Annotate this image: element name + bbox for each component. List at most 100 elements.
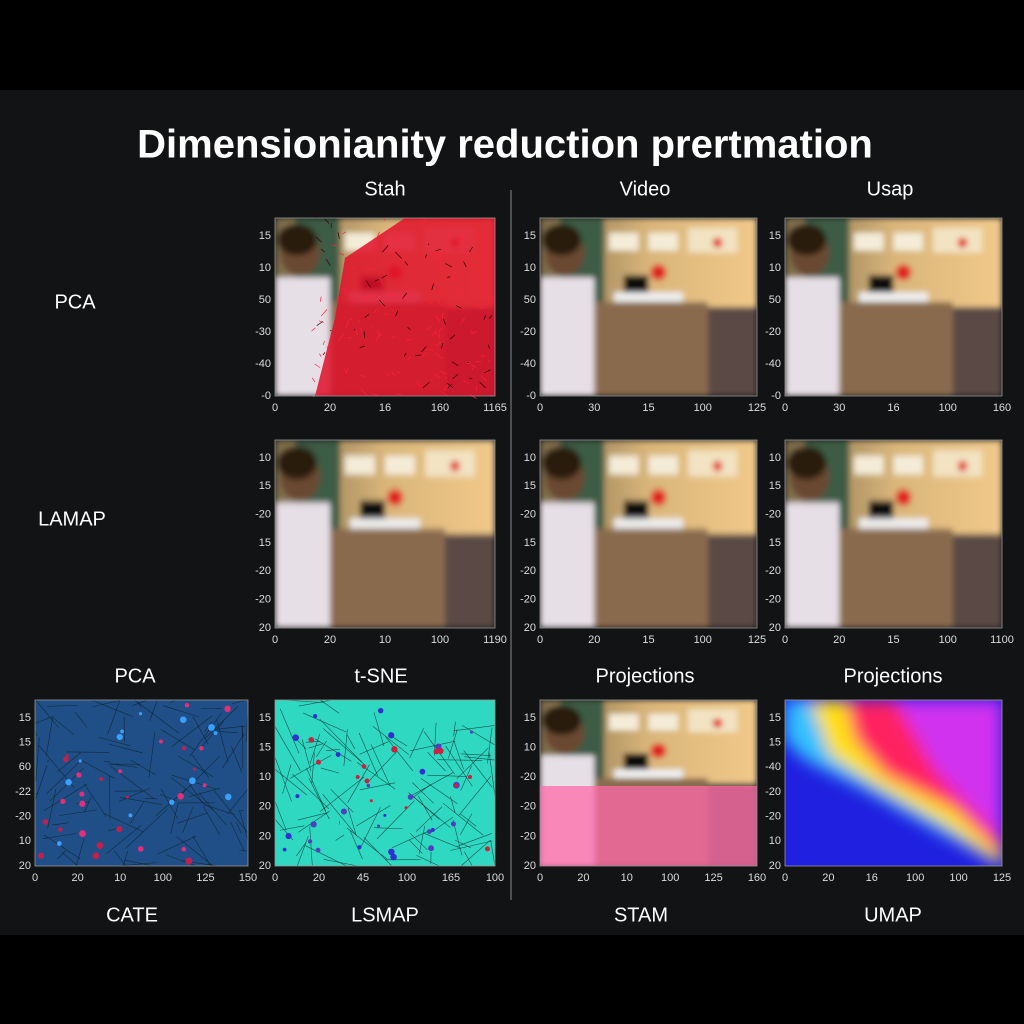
stroke-mark	[476, 304, 482, 309]
stroke-mark	[462, 380, 469, 384]
y-tick-label: 20	[524, 622, 536, 634]
stroke-mark	[401, 296, 406, 301]
stroke-mark	[356, 329, 358, 336]
edge	[170, 802, 179, 834]
y-tick-label: 10	[524, 262, 536, 274]
stroke-mark	[393, 234, 399, 242]
stroke-mark	[488, 360, 491, 362]
node	[453, 783, 458, 788]
stroke-mark	[403, 352, 407, 357]
x-tick-label: 15	[887, 634, 899, 646]
edge	[107, 699, 121, 735]
edge	[464, 756, 496, 761]
y-tick-label: -40	[765, 358, 781, 370]
stroke-mark	[463, 261, 467, 267]
edge	[412, 782, 434, 804]
y-tick-label: -20	[765, 326, 781, 338]
stroke-mark	[405, 338, 413, 341]
panel-frame	[539, 699, 758, 867]
edge	[46, 759, 50, 763]
y-tick-label: 15	[769, 480, 781, 492]
edge	[61, 852, 79, 867]
edge	[308, 777, 330, 820]
stroke-mark	[466, 362, 471, 365]
x-tick-label: 125	[748, 402, 766, 414]
column-header: Video	[620, 178, 671, 200]
stroke-mark	[393, 253, 396, 255]
node	[366, 783, 371, 788]
stroke-mark	[360, 374, 366, 378]
edge	[171, 715, 213, 747]
node	[137, 846, 144, 852]
node	[388, 848, 395, 856]
stroke-mark	[422, 381, 430, 389]
panel-header: t-SNE	[354, 665, 407, 687]
y-tick-label: -20	[255, 565, 271, 577]
edge	[75, 838, 85, 867]
edge	[56, 850, 67, 860]
node	[42, 819, 49, 825]
edge	[359, 741, 389, 755]
stroke-mark	[451, 361, 459, 366]
y-tick-label: 15	[524, 712, 536, 724]
node	[364, 778, 370, 784]
node	[56, 841, 62, 846]
panel: 15 10 50 -20 -40 -00 30 15 100 125	[520, 217, 766, 414]
stroke-mark	[319, 320, 324, 323]
stroke-mark	[489, 315, 493, 319]
y-tick-label: -20	[255, 594, 271, 606]
y-tick-label: -22	[15, 786, 31, 798]
edge	[301, 739, 312, 772]
x-tick-label: 0	[782, 402, 788, 414]
panel-frame	[784, 217, 1003, 397]
edge	[284, 699, 324, 703]
stroke-mark	[344, 322, 350, 329]
y-tick-label: 10	[769, 262, 781, 274]
edge	[230, 821, 245, 852]
stroke-mark	[347, 337, 352, 339]
edge	[182, 806, 194, 833]
heat-magenta	[895, 700, 1002, 840]
stroke-mark	[315, 236, 322, 243]
x-tick-label: 100	[939, 402, 957, 414]
pink-overlay	[540, 786, 757, 866]
panel: 15 10 50 -30 -40 -00 20 16 160 1165	[255, 213, 507, 414]
node	[308, 737, 315, 743]
node	[361, 764, 367, 769]
stroke-mark	[461, 227, 463, 229]
stroke-mark	[338, 252, 345, 256]
stroke-mark	[463, 232, 467, 236]
stroke-mark	[364, 314, 370, 318]
edge	[46, 761, 80, 794]
column-header: Usap	[867, 178, 914, 200]
edge	[319, 718, 363, 763]
node	[285, 833, 292, 840]
edge	[105, 824, 142, 855]
stroke-mark	[470, 331, 478, 335]
y-tick-label: 15	[259, 712, 271, 724]
node	[128, 813, 133, 818]
x-tick-label: 160	[431, 402, 449, 414]
stroke-mark	[443, 387, 445, 390]
stroke-mark	[375, 341, 378, 343]
stroke-mark	[381, 275, 387, 279]
edge	[34, 716, 53, 724]
edge	[46, 705, 79, 707]
node	[181, 746, 187, 751]
y-tick-label: -20	[520, 594, 536, 606]
node	[96, 842, 104, 849]
node	[357, 845, 362, 850]
stroke-mark	[444, 384, 449, 392]
stroke-mark	[322, 340, 325, 346]
y-tick-label: 20	[524, 860, 536, 872]
x-tick-label: 30	[588, 402, 600, 414]
edge	[274, 726, 301, 771]
edge	[411, 784, 431, 799]
stroke-mark	[341, 288, 345, 291]
node	[120, 729, 124, 734]
edge	[222, 733, 245, 769]
x-tick-label: 20	[577, 872, 589, 884]
y-tick-label: 50	[524, 294, 536, 306]
edge	[453, 721, 456, 737]
